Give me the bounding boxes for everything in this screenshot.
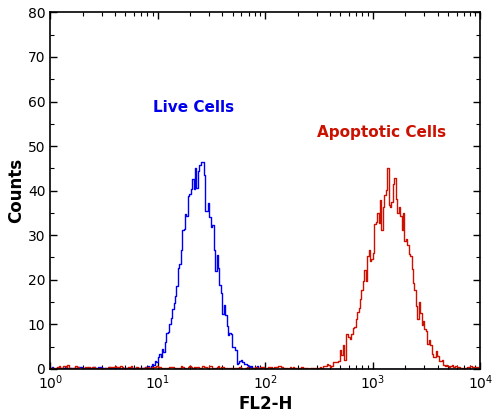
Text: Live Cells: Live Cells — [154, 100, 234, 115]
X-axis label: FL2-H: FL2-H — [238, 395, 292, 413]
Text: Apoptotic Cells: Apoptotic Cells — [317, 125, 446, 140]
Y-axis label: Counts: Counts — [7, 158, 25, 223]
